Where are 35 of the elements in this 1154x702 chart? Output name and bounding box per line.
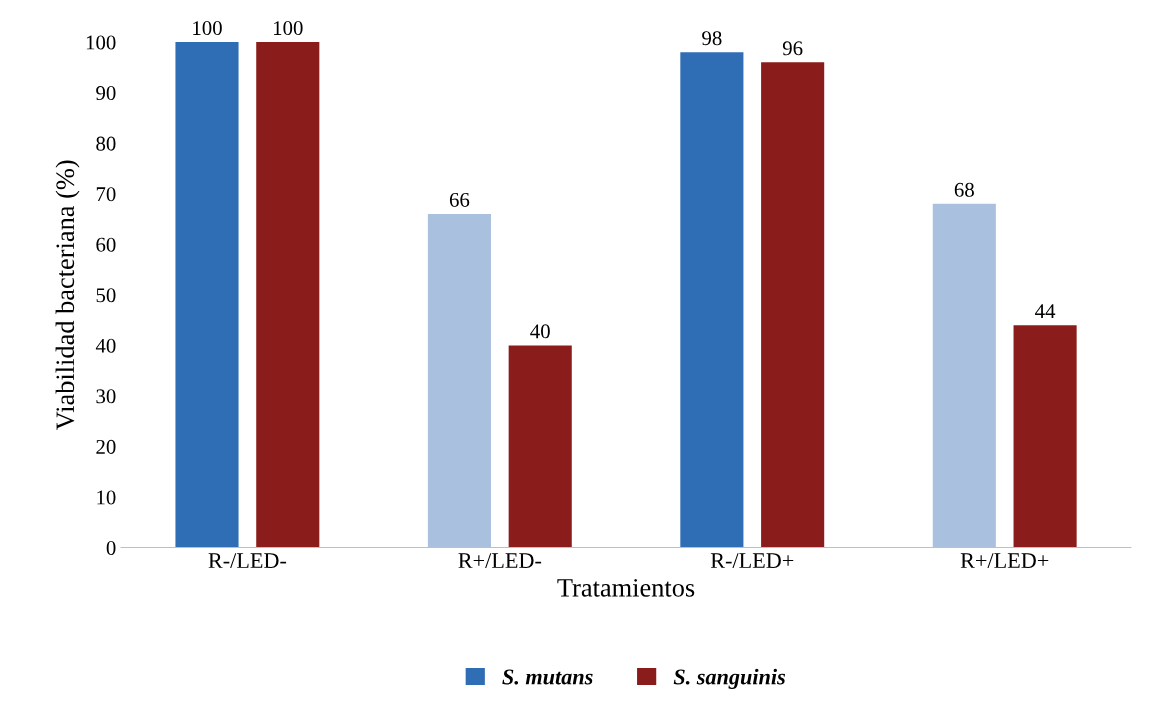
y-tick-label: 70	[96, 187, 116, 202]
data-label: 44	[1035, 304, 1056, 318]
y-tick-label: 90	[96, 86, 116, 101]
y-tick-label: 40	[95, 338, 116, 353]
data-label: 66	[449, 192, 470, 207]
legend-label: S. mutans	[502, 669, 593, 685]
bar	[680, 52, 744, 548]
y-tick-label: 30	[96, 389, 116, 404]
y-tick-label: 10	[97, 490, 116, 505]
data-label: 98	[702, 31, 722, 46]
bar	[508, 345, 572, 548]
bar	[427, 213, 491, 548]
y-tick-label: 50	[96, 288, 116, 303]
y-tick-label: 100	[86, 35, 116, 50]
data-label: 100	[273, 21, 303, 36]
x-tick-label: R-/LED+	[710, 553, 794, 569]
x-tick-label: R-/LED-	[208, 553, 287, 569]
bar	[256, 42, 320, 548]
x-tick-label: R+/LED+	[960, 553, 1049, 569]
x-tick-label: R+/LED-	[458, 553, 542, 569]
bar	[932, 203, 996, 548]
bar	[175, 42, 239, 548]
y-tick-label: 0	[106, 540, 116, 555]
data-label: 40	[530, 324, 550, 339]
data-label: 96	[782, 41, 803, 56]
legend-label: S. sanguinis	[673, 668, 786, 689]
y-tick-label: 60	[96, 237, 116, 252]
y-tick-label: 20	[96, 439, 116, 454]
data-label: 68	[954, 182, 974, 197]
y-tick-label: 80	[96, 136, 116, 151]
data-label: 100	[193, 21, 222, 36]
bar	[1013, 325, 1077, 548]
bar	[761, 62, 825, 548]
x-axis-title: Tratamientos	[557, 578, 695, 597]
y-axis-title: Viabilidad bacteriana (%)	[55, 160, 80, 431]
